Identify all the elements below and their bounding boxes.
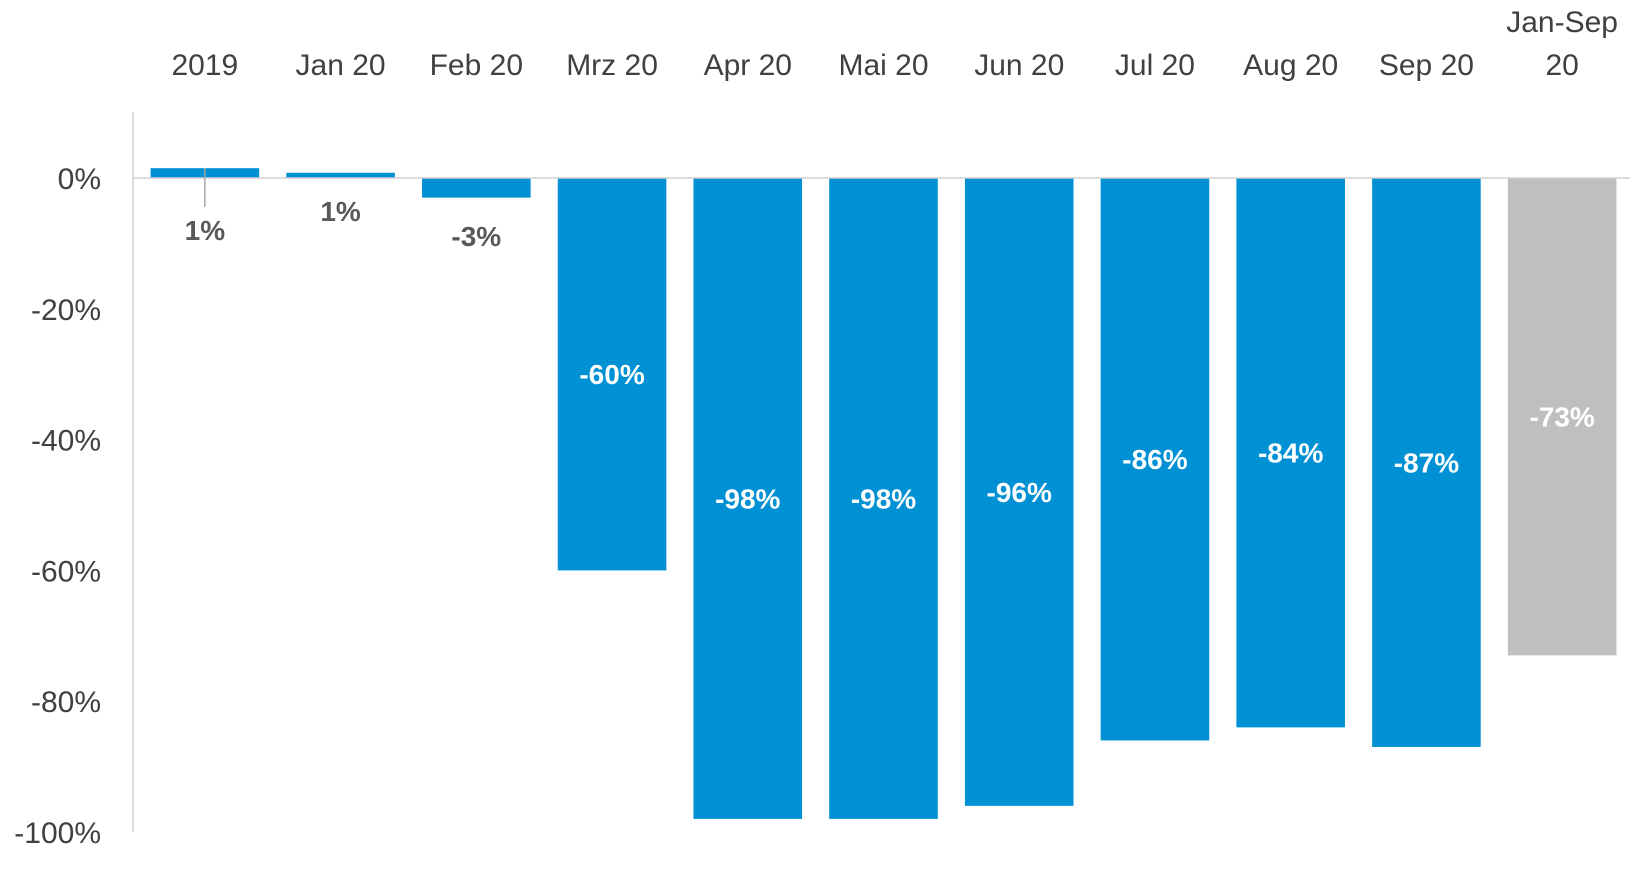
bar [693, 178, 803, 819]
data-label: -84% [1258, 438, 1323, 469]
y-tick-label: -80% [31, 686, 101, 719]
category-label: Jul 20 [1115, 49, 1195, 82]
data-label: -87% [1394, 447, 1459, 478]
y-tick-label: -100% [14, 817, 101, 850]
bar [1100, 178, 1210, 741]
data-label: 1% [320, 196, 361, 227]
category-label: Feb 20 [430, 49, 523, 82]
bar [1507, 178, 1617, 656]
data-label: -98% [851, 483, 916, 514]
category-label: Jun 20 [974, 49, 1064, 82]
bars-group [150, 168, 1617, 819]
y-tick-label: -40% [31, 425, 101, 458]
category-label: Jan 20 [296, 49, 386, 82]
data-label: -98% [715, 483, 780, 514]
y-tick-label: -20% [31, 294, 101, 327]
bar [422, 178, 531, 198]
y-tick-label: 0% [58, 163, 101, 196]
bar [829, 178, 938, 819]
data-label: -96% [987, 477, 1052, 508]
category-label: 2019 [171, 49, 238, 82]
data-label: -3% [451, 221, 501, 252]
bar [557, 178, 667, 571]
category-label: Sep 20 [1379, 49, 1474, 82]
category-label: Aug 20 [1243, 49, 1338, 82]
data-label: -73% [1529, 402, 1594, 433]
bar [1372, 178, 1481, 747]
bar [964, 178, 1074, 806]
data-label: -86% [1122, 444, 1187, 475]
bar [286, 172, 395, 178]
labels-group: 2019 Jan 20 Feb 20 Mrz 20 Apr 20 Mai 20 Jun 20… [171, 6, 1618, 514]
axes-group: 0% -20% -40% -60% -80% -100% [14, 112, 1630, 850]
category-label: Jan-Sep 20 [1506, 6, 1618, 82]
category-label: Mai 20 [838, 49, 928, 82]
bar [1236, 178, 1345, 728]
data-label: 1% [185, 215, 226, 246]
category-label: Apr 20 [704, 49, 792, 82]
y-tick-label: -60% [31, 555, 101, 588]
data-label: -60% [579, 359, 644, 390]
category-label: Mrz 20 [566, 49, 658, 82]
